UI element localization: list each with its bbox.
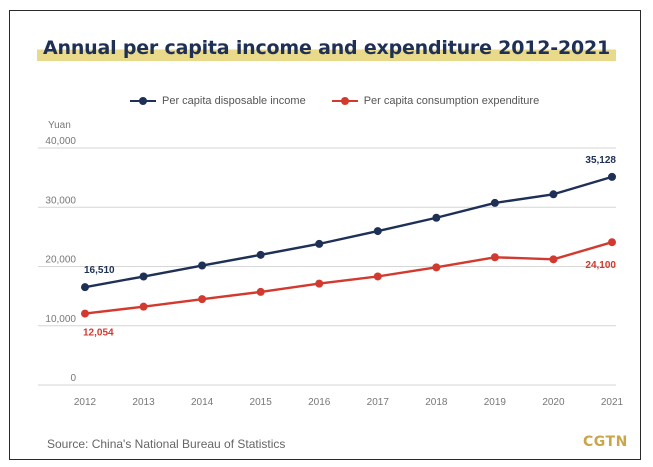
x-tick-label: 2015 xyxy=(250,397,273,408)
title-wrap: Annual per capita income and expenditure… xyxy=(37,35,617,63)
y-axis-label: Yuan xyxy=(48,120,71,131)
data-point-expenditure xyxy=(139,302,148,311)
data-point-expenditure xyxy=(549,255,558,264)
data-point-expenditure xyxy=(81,309,89,318)
legend-label-expenditure: Per capita consumption expenditure xyxy=(363,95,540,107)
legend-swatch-income xyxy=(130,96,156,106)
x-tick-label: 2018 xyxy=(425,397,448,408)
legend-dot-expenditure xyxy=(340,97,349,105)
data-point-expenditure xyxy=(198,295,207,304)
data-point-income xyxy=(139,272,148,281)
data-point-income xyxy=(373,227,382,236)
data-point-expenditure xyxy=(608,238,616,247)
x-tick-label: 2017 xyxy=(367,397,390,408)
x-tick-label: 2014 xyxy=(191,397,214,408)
series-line-expenditure xyxy=(83,241,614,315)
data-point-income xyxy=(432,213,441,222)
data-point-income xyxy=(256,250,265,259)
x-tick-label: 2019 xyxy=(484,397,507,408)
y-tick-label: 20,000 xyxy=(45,255,76,266)
data-point-income xyxy=(198,261,207,270)
x-tick-label: 2020 xyxy=(542,397,565,408)
series-line-income xyxy=(83,175,614,289)
data-point-expenditure xyxy=(373,272,382,281)
legend-swatch-expenditure xyxy=(331,96,358,106)
data-label: 12,054 xyxy=(83,328,114,339)
legend: Per capita disposable income Per capita … xyxy=(130,95,565,107)
x-tick-label: 2016 xyxy=(308,397,331,408)
data-point-income xyxy=(549,190,558,199)
data-point-expenditure xyxy=(256,287,265,296)
legend-item-income: Per capita disposable income xyxy=(130,95,306,107)
data-point-expenditure xyxy=(432,263,441,272)
brand-logo: CGTN xyxy=(583,434,628,450)
data-point-income xyxy=(315,239,324,248)
legend-item-expenditure: Per capita consumption expenditure xyxy=(331,95,540,107)
data-point-income xyxy=(608,172,616,181)
data-label: 24,100 xyxy=(585,260,616,271)
chart-title: Annual per capita income and expenditure… xyxy=(37,35,617,63)
y-tick-label: 40,000 xyxy=(45,136,76,147)
x-tick-label: 2013 xyxy=(132,397,155,408)
data-label: 35,128 xyxy=(585,155,616,166)
x-tick-label: 2012 xyxy=(74,397,97,408)
data-point-expenditure xyxy=(315,279,324,288)
y-tick-label: 10,000 xyxy=(45,314,76,325)
source-note: Source: China's National Bureau of Stati… xyxy=(47,437,286,451)
legend-label-income: Per capita disposable income xyxy=(162,95,306,107)
data-point-income xyxy=(490,198,499,207)
data-label: 16,510 xyxy=(84,265,115,276)
legend-dot-income xyxy=(139,97,147,105)
y-tick-label: 30,000 xyxy=(45,195,76,206)
data-point-income xyxy=(81,283,89,292)
x-tick-label: 2021 xyxy=(601,397,624,408)
data-point-expenditure xyxy=(490,253,499,262)
y-tick-label: 0 xyxy=(70,373,76,384)
